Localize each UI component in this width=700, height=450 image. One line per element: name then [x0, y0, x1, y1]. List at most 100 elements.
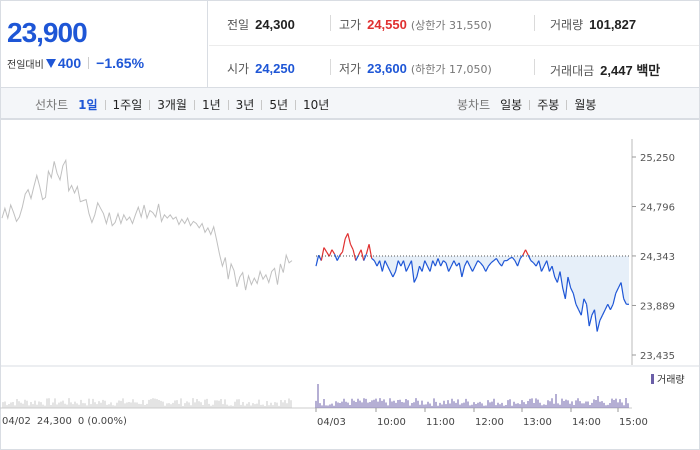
intraday-chart: 25,250 24,796 24,343 23,889 23,435 04/03 10:0… [0, 119, 700, 450]
today-price-segment [601, 309, 606, 316]
today-price-segment [580, 298, 585, 316]
upper-limit-label: (상한가 31,550) [410, 19, 492, 32]
today-price-segment [384, 260, 389, 267]
today-price-segment [514, 260, 519, 267]
high-stat: 고가 24,550 (상한가 31,550) [339, 16, 492, 33]
today-price-segment [474, 260, 479, 267]
trading-value: 2,447 백만 [600, 63, 661, 78]
today-price-segment [530, 260, 534, 264]
base-info: 04/02 24,300 0 (0.00%) [2, 416, 133, 427]
today-price-segment [572, 293, 577, 305]
today-price-segment [349, 244, 354, 250]
today-price-segment [448, 265, 452, 272]
today-price-segment [437, 258, 442, 267]
today-price-segment [434, 258, 439, 267]
today-price-segment [487, 262, 492, 267]
stat-divider [330, 59, 331, 75]
today-price-segment [546, 260, 551, 272]
y-tick-label: 24,796 [640, 203, 675, 214]
volume-legend-label: 거래량 [657, 375, 685, 386]
today-price-segment [352, 249, 357, 261]
today-price-segment [381, 260, 386, 272]
y-tick-label: 23,435 [640, 351, 675, 362]
tab-weekly-candle[interactable]: 주봉 [537, 98, 560, 112]
volume-swatch [651, 373, 654, 384]
tab-daily-candle[interactable]: 일봉 [500, 98, 523, 112]
today-price-segment [506, 257, 511, 262]
today-price-segment [509, 256, 513, 260]
today-price-segment [575, 304, 580, 310]
x-tick-label: 10:00 [377, 417, 406, 428]
today-price-segment [588, 315, 593, 327]
today-price-segment [511, 256, 516, 262]
today-price-segment [410, 260, 415, 283]
today-price-segment [424, 260, 428, 267]
today-price-segment [615, 287, 619, 294]
today-price-segment [445, 262, 450, 272]
today-price-segment [320, 247, 325, 261]
change-label: 전일대비 [7, 59, 44, 71]
trading-value-stat: 거래대금 2,447 백만 [550, 60, 660, 79]
today-price-segment [533, 262, 537, 267]
today-price-segment [413, 276, 418, 283]
today-price-segment [620, 282, 625, 299]
x-tick-label: 15:00 [619, 417, 648, 428]
open-value: 24,250 [255, 61, 295, 76]
today-price-segment [387, 265, 391, 272]
today-price-segment [623, 298, 627, 305]
line-chart-label: 선차트 [35, 98, 69, 112]
tab-3-months[interactable]: 3개월 [157, 98, 187, 112]
today-price-segment [405, 265, 410, 272]
today-price-segment [596, 320, 601, 332]
today-price-segment [394, 260, 399, 272]
today-price-segment [347, 233, 352, 245]
today-price-segment [360, 249, 365, 261]
line-chart-tabs: 선차트 1일 1주일 3개월 1년 3년 5년 10년 [35, 96, 329, 113]
today-price-segment [331, 249, 336, 255]
today-price-segment [416, 265, 421, 278]
today-price-segment [355, 254, 359, 261]
today-price-segment [334, 253, 338, 261]
today-price-segment [567, 276, 572, 289]
today-price-segment [339, 251, 343, 256]
today-price-segment [471, 265, 476, 272]
price-chart-svg: 25,250 24,796 24,343 23,889 23,435 04/03 10:0… [0, 119, 700, 450]
tab-10-years[interactable]: 10년 [303, 98, 330, 112]
today-price-segment [556, 271, 561, 283]
trading-value-label: 거래대금 [550, 64, 595, 78]
today-price-segment [389, 271, 394, 278]
tab-3-years[interactable]: 3년 [235, 98, 255, 112]
price-box: 23,900 전일대비 400 −1.65% [1, 1, 208, 89]
tab-1-week[interactable]: 1주일 [112, 98, 143, 112]
today-price-segment [469, 265, 474, 272]
open-label: 시가 [227, 62, 250, 76]
today-price-segment [479, 262, 484, 267]
tab-1-day[interactable]: 1일 [78, 98, 98, 112]
x-tick-label: 12:00 [475, 417, 504, 428]
today-price-segment [344, 233, 349, 240]
prev-close-label: 전일 [227, 18, 250, 32]
today-price-segment [599, 314, 604, 321]
today-price-segment [466, 260, 471, 267]
tab-1-year[interactable]: 1년 [201, 98, 221, 112]
today-price-segment [357, 249, 362, 256]
stat-divider [330, 15, 331, 31]
today-price-segment [450, 260, 455, 267]
volume-value: 101,827 [589, 17, 637, 32]
low-stat: 저가 23,600 (하한가 17,050) [339, 60, 492, 77]
today-price-segment [490, 260, 495, 264]
today-price-segment [397, 260, 402, 267]
today-price-segment [341, 238, 346, 253]
tab-5-years[interactable]: 5년 [269, 98, 289, 112]
tab-monthly-candle[interactable]: 월봉 [574, 98, 597, 112]
candle-chart-tabs: 봉차트 일봉 주봉 월봉 [457, 96, 596, 113]
today-price-segment [482, 265, 487, 272]
today-price-segment [501, 260, 505, 267]
today-price-segment [562, 287, 566, 299]
today-price-segment [583, 298, 588, 305]
x-tick-label: 11:00 [426, 417, 455, 428]
today-price-segment [564, 276, 569, 299]
prev-close-stat: 전일 24,300 [227, 16, 295, 33]
today-price-segment [548, 265, 553, 272]
today-price-segment [538, 260, 543, 272]
